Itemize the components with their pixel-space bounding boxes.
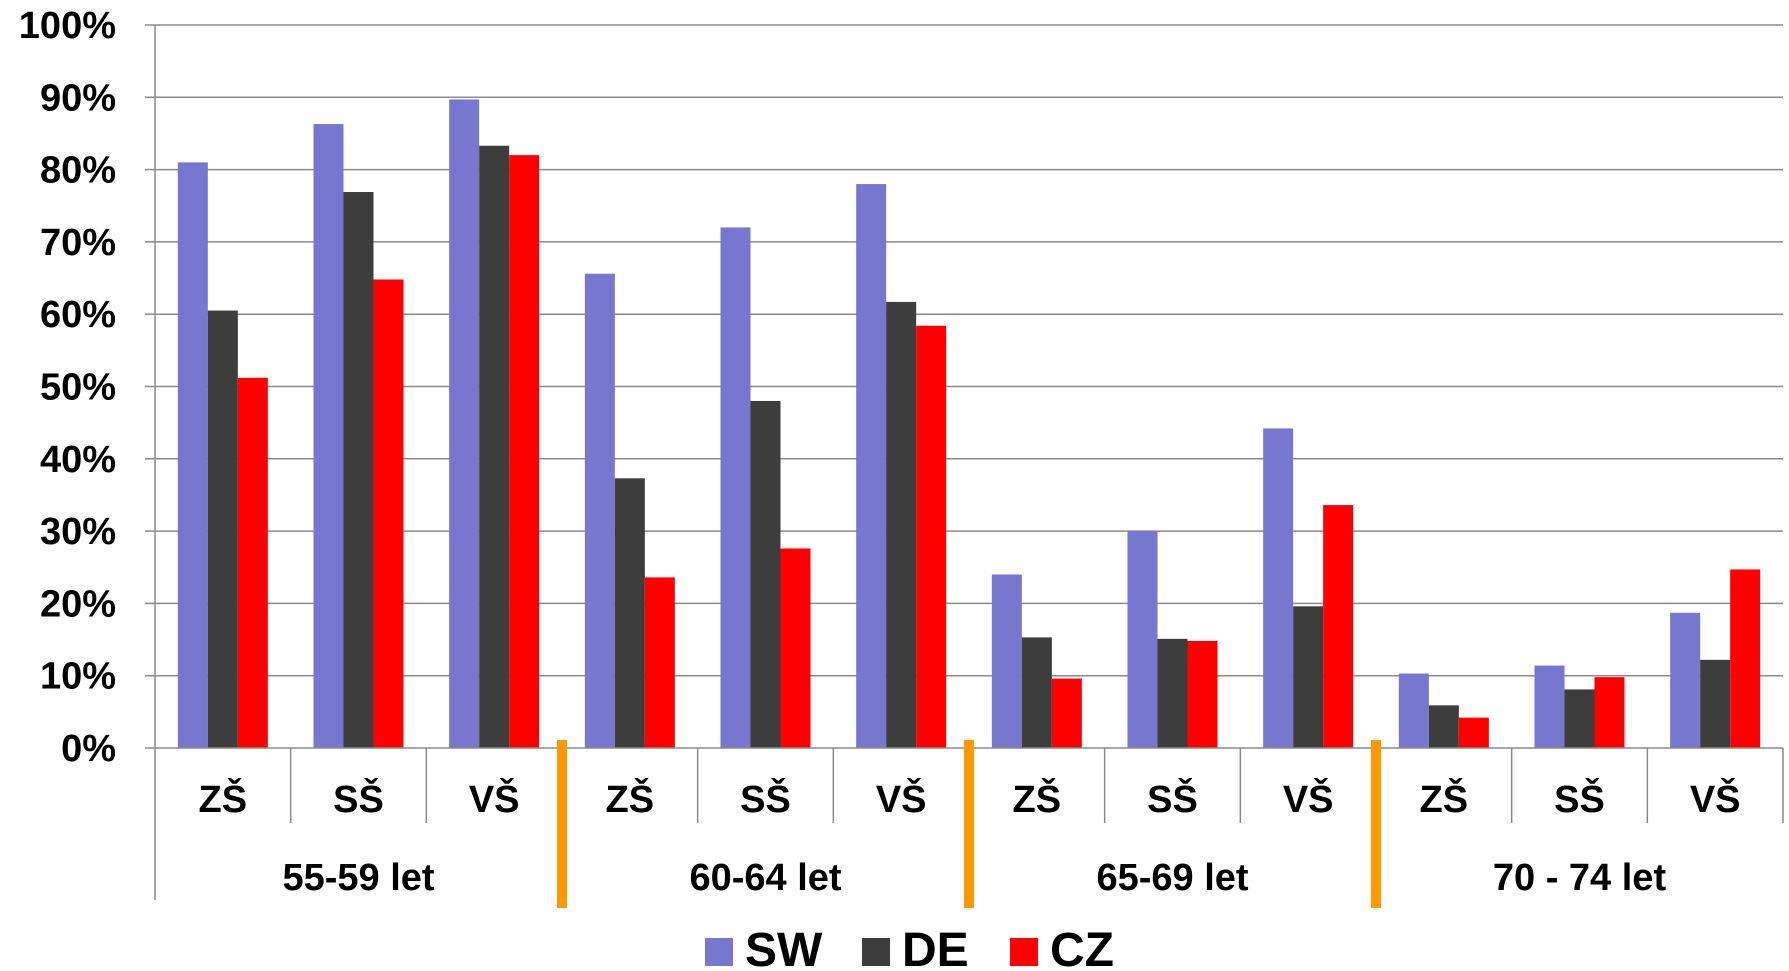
x-category-label: SŠ (333, 776, 384, 821)
x-category-label: VŠ (469, 776, 520, 821)
x-group-label: 55-59 let (282, 857, 434, 899)
y-tick-label: 20% (40, 583, 116, 625)
legend-label-cz: CZ (1050, 924, 1114, 971)
y-tick-label: 30% (40, 511, 116, 553)
bar-cz (1187, 640, 1218, 748)
bar-sw (449, 99, 480, 749)
legend-label-de: DE (902, 924, 969, 971)
y-tick-label: 60% (40, 294, 116, 336)
x-category-label: ZŠ (199, 776, 248, 821)
bar-cz (780, 548, 811, 748)
x-category-label: SŠ (1147, 776, 1198, 821)
legend-swatch-cz (1010, 938, 1038, 966)
bar-de (886, 301, 917, 748)
bar-sw (313, 124, 344, 748)
x-category-label: VŠ (1283, 776, 1334, 821)
bar-cz (1458, 717, 1489, 748)
x-category-label: VŠ (876, 776, 927, 821)
bar-de (1700, 659, 1731, 748)
x-group-label: 60-64 let (689, 857, 841, 899)
y-tick-label: 50% (40, 367, 116, 409)
x-category-label: ZŠ (606, 776, 655, 821)
legend: SW DE CZ (705, 924, 1114, 971)
bar-de (1564, 689, 1595, 748)
y-axis-ticks: 0% 10% 20% 30% 40% 50% 60% 70% 80% 90% 100% (19, 5, 116, 770)
bar-de (750, 400, 781, 748)
bar-de (1293, 606, 1324, 748)
bar-sw (720, 227, 751, 748)
bar-cz (916, 325, 947, 748)
bar-sw (1670, 612, 1701, 748)
bar-sw (1534, 665, 1565, 748)
y-tick-label: 0% (61, 728, 116, 770)
x-category-label: SŠ (740, 776, 791, 821)
x-category-label: SŠ (1554, 776, 1605, 821)
bar-cz (1051, 678, 1082, 748)
bar-de (479, 145, 510, 749)
y-tick-label: 40% (40, 439, 116, 481)
bar-cz (509, 155, 540, 748)
bar-sw (1127, 531, 1158, 748)
x-category-label: VŠ (1690, 776, 1741, 821)
axes (145, 24, 1784, 908)
legend-swatch-de (862, 938, 890, 966)
legend-label-sw: SW (745, 924, 823, 971)
x-group-label: 65-69 let (1096, 857, 1248, 899)
bar-de (1157, 638, 1188, 748)
bar-de (1428, 705, 1459, 748)
y-tick-label: 80% (40, 150, 116, 192)
bar-cz (1323, 505, 1354, 748)
y-tick-label: 100% (19, 5, 116, 47)
legend-swatch-sw (705, 938, 733, 966)
bar-sw (1398, 673, 1429, 748)
x-axis-categories: ZŠ SŠ VŠ ZŠ SŠ VŠ ZŠ SŠ VŠ ZŠ SŠ VŠ 55-59 let 60-64 l… (199, 776, 1741, 899)
bar-de (207, 310, 238, 748)
bar-de (614, 478, 645, 748)
y-tick-label: 90% (40, 77, 116, 119)
bar-de (1021, 637, 1052, 748)
x-category-label: ZŠ (1420, 776, 1469, 821)
bar-sw (584, 273, 615, 748)
bar-sw (177, 162, 208, 748)
bar-cz (1594, 677, 1625, 748)
bars (177, 99, 1761, 749)
bar-cz (644, 577, 675, 748)
bar-sw (991, 574, 1022, 748)
bar-cz (237, 377, 268, 748)
y-tick-label: 10% (40, 656, 116, 698)
group-separator (964, 740, 974, 908)
x-category-label: ZŠ (1013, 776, 1062, 821)
y-tick-label: 70% (40, 222, 116, 264)
bar-sw (856, 184, 887, 748)
bar-sw (1263, 428, 1294, 748)
bar-cz (1730, 569, 1761, 748)
group-separator (557, 740, 567, 908)
x-group-label: 70 - 74 let (1493, 857, 1667, 899)
bar-cz (373, 279, 404, 748)
group-separator (1371, 740, 1381, 908)
gridlines (155, 24, 1783, 677)
bar-de (343, 192, 374, 748)
